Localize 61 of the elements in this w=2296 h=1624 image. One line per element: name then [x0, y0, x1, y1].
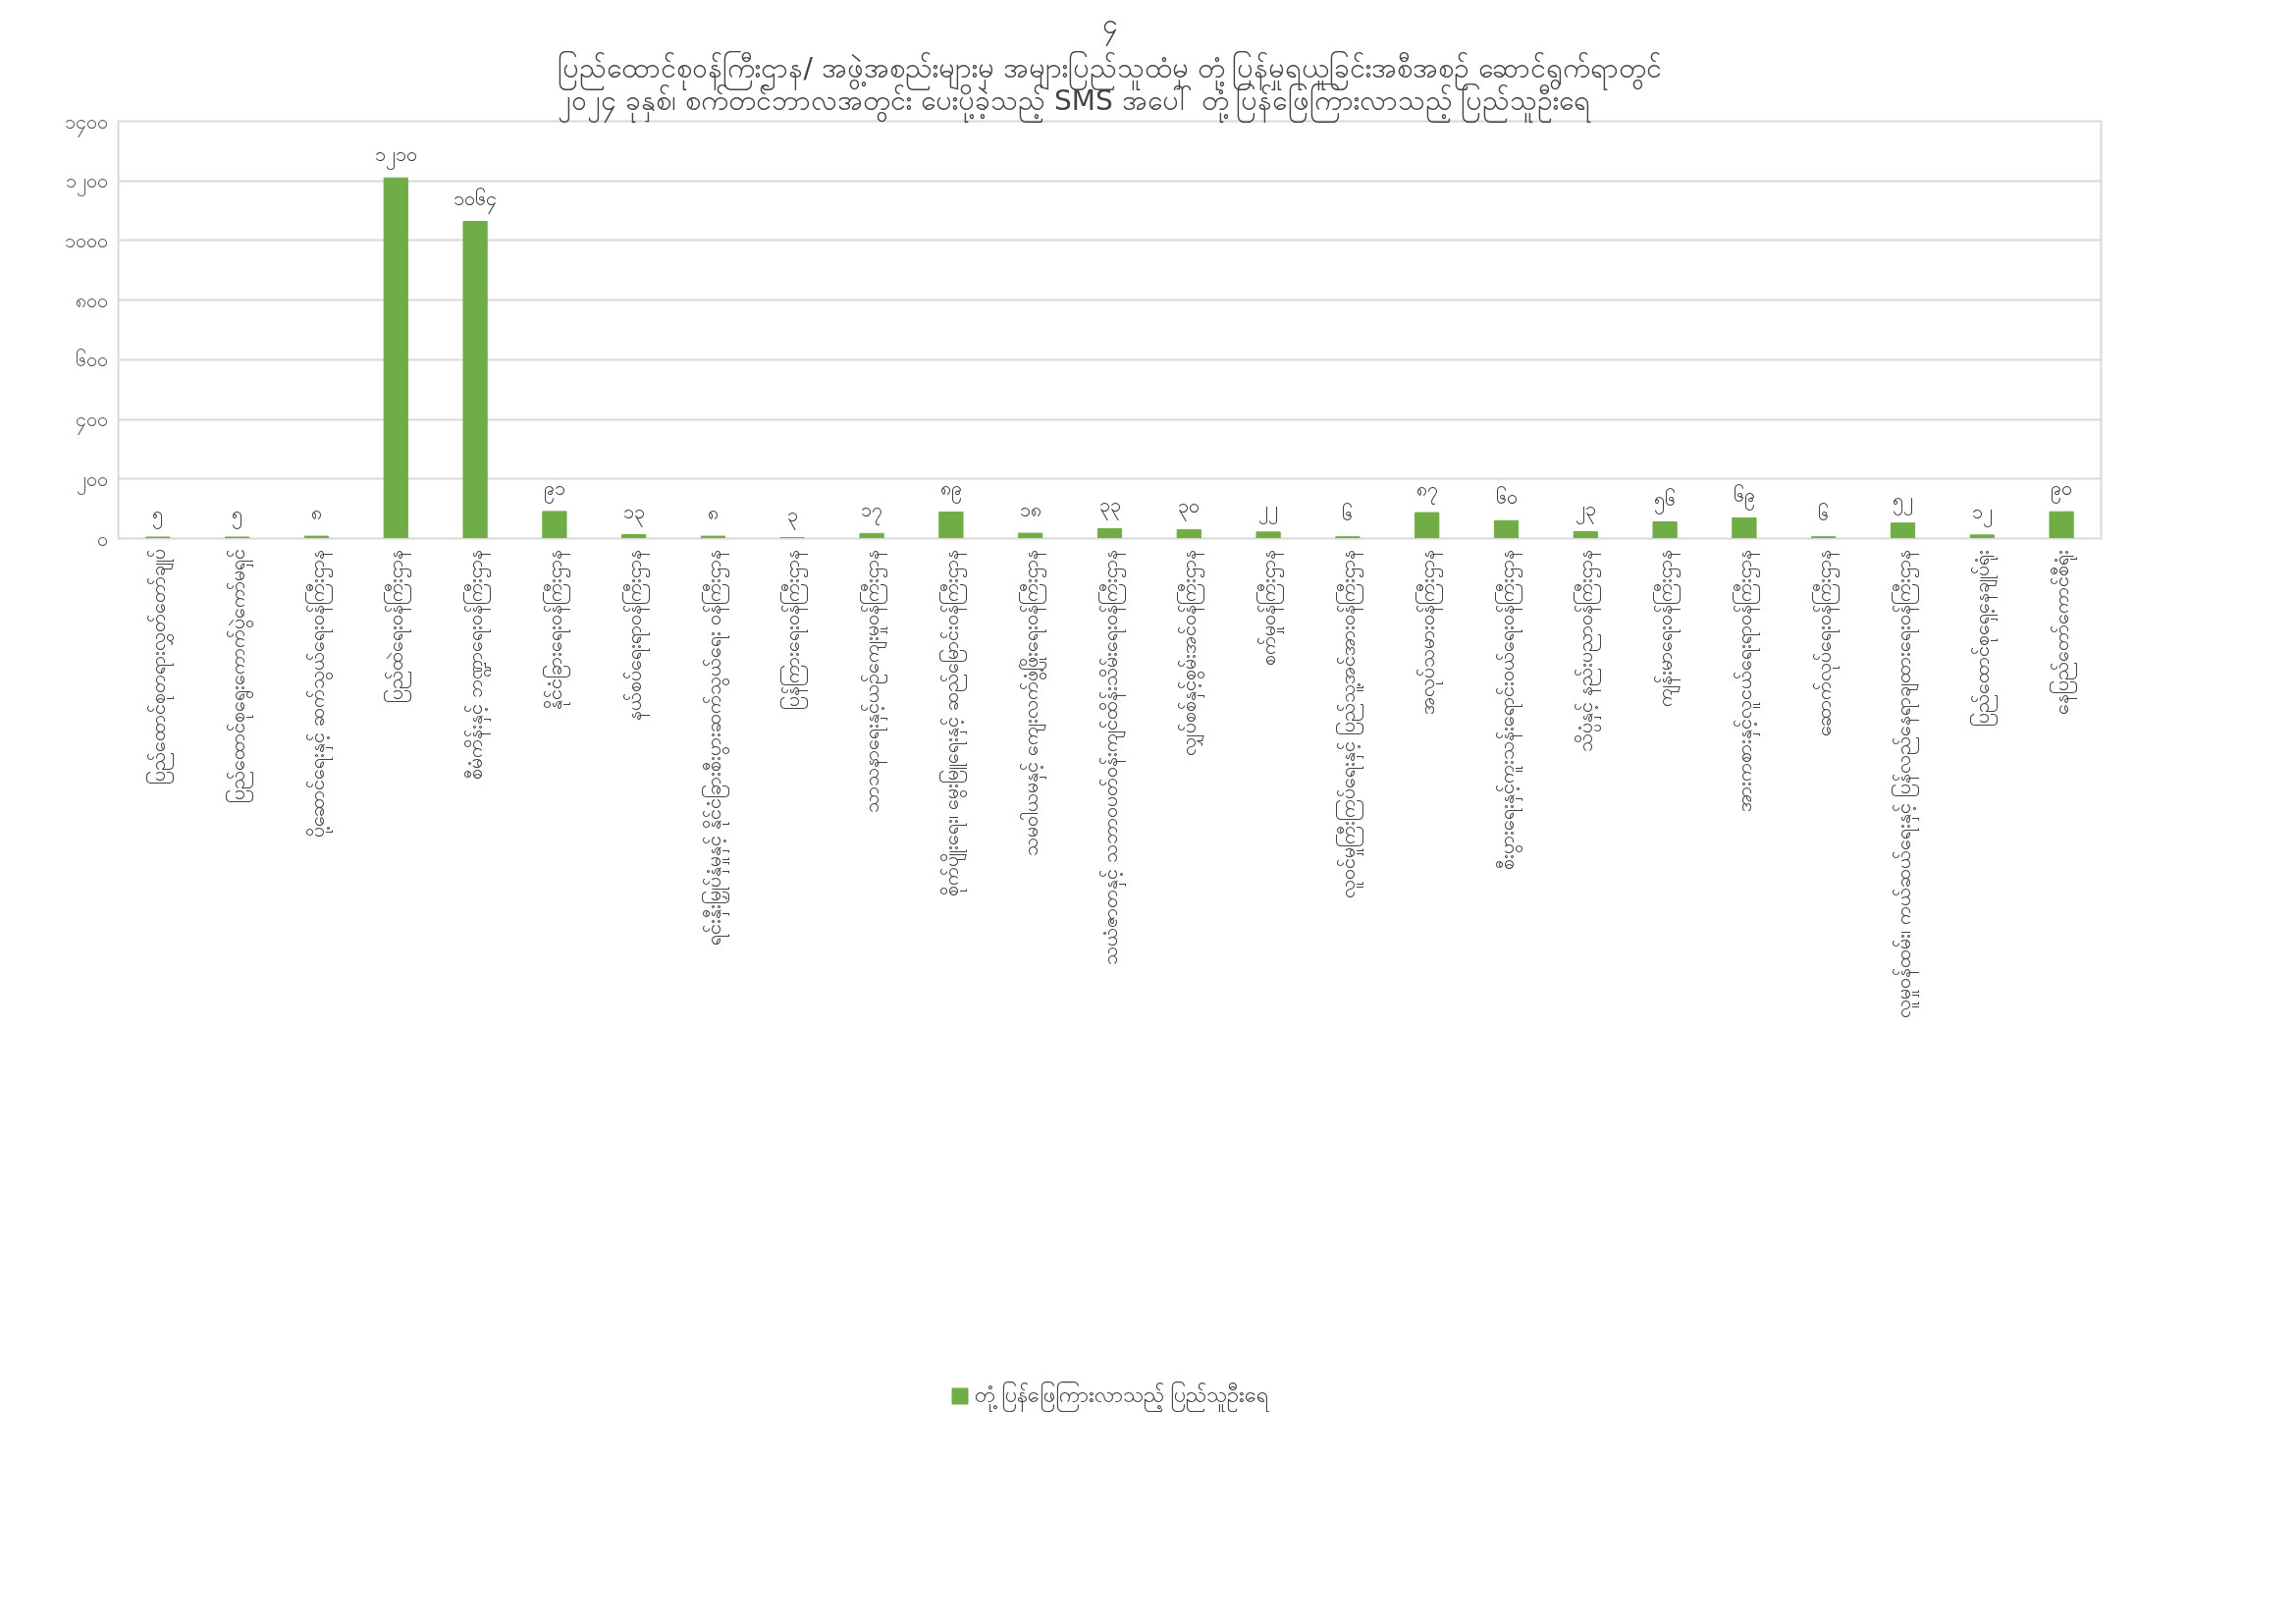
data-label: ၁၇: [861, 498, 883, 526]
data-label: ၁၂၁၀: [374, 142, 417, 171]
data-label: ၁၀၆၄: [454, 186, 498, 214]
data-label: ၈: [311, 501, 322, 525]
x-tick-label: ပြည်ထောင်စုတရားလွှတ်တော်ချုပ်: [145, 549, 174, 785]
text: ၄: [1101, 7, 1118, 46]
x-tick-label: သမဝါယမနှင့် ကျေးလက်ဖွံ့ဖြိုးရေးဝန်ကြီးဌာန: [1018, 549, 1046, 856]
x-tick-label: စီးပွားရေးနှင့်ကူးသန်းရောင်းဝယ်ရေးဝန်ကြီးဌာန: [1494, 549, 1522, 870]
x-tick-label: လူမှုဝန်ထမ်း၊ ကယ်ဆယ်ရေးနှင့် ပြန်လည်နေရာချထားရေးဝန်ကြီးဌာန: [1891, 549, 1919, 1019]
x-tick-label: ဆောက်လုပ်ရေးဝန်ကြီးဌာန: [1811, 549, 1840, 736]
data-label: ၈: [708, 501, 719, 525]
x-tick-label: စီမံကိန်းနှင့် ဘဏ္ဍာရေးဝန်ကြီးဌာန: [463, 549, 492, 780]
x-tick-label: ပို့ဆောင်ရေးနှင့် ဆက်သွယ်ရေးဝန်ကြီးဌာန: [304, 549, 333, 838]
x-tick-label: နိုင်ငံခြားရေးဝန်ကြီးဌာန: [542, 549, 570, 710]
data-label: ၆၉: [1733, 482, 1755, 511]
x-tick-label: ပြန်ကြားရေးဝန်ကြီးဌာန: [780, 549, 809, 710]
data-label: ၃၃: [1098, 493, 1121, 521]
data-label: ၅: [232, 501, 243, 529]
data-label: ၉၀: [2051, 476, 2073, 505]
data-label: ၁၃: [622, 499, 645, 527]
y-tick-label: ၆၀၀: [75, 348, 108, 372]
y-tick-label: ၁၀၀၀: [64, 228, 108, 252]
x-tick-label: စက်မှုဝန်ကြီးဌာန: [1256, 549, 1285, 666]
data-label: ၅၆: [1654, 486, 1677, 514]
data-label: ၆: [1342, 501, 1354, 525]
x-tick-label: နယ်စပ်ရေးရာဝန်ကြီးဌာန: [621, 549, 650, 721]
y-tick-label: ၂၀၀: [76, 466, 108, 495]
data-label: ၁၈: [1019, 498, 1041, 522]
x-tick-label: လျှပ်စစ်နှင့်စွမ်းအင်ဝန်ကြီးဌာန: [1177, 549, 1205, 756]
x-tick-label: အားကစားနှင့်လူငယ်ရေးရာဝန်ကြီးဌာန: [1732, 549, 1760, 812]
x-tick-label: ပြည်ထောင်စုရှေ့နေချုပ်ရုံး: [1970, 549, 1999, 727]
x-tick-label: လူဝင်မှုကြီးကြပ်ရေးနှင့် ပြည်သူ့အင်အားဝန်ကြီးဌာန: [1335, 549, 1363, 898]
data-label: ၉၁: [543, 475, 565, 504]
y-tick-label: ၄၀၀: [75, 407, 108, 436]
x-tick-label: သာသနာရေးနှင့်ယဉ်ကျေးမှုဝန်ကြီးဌာန: [860, 549, 888, 813]
x-tick-label: စိုက်ပျိုးရေး၊ မွေးမြူရေးနှင့် ဆည်မြောင်းဝန်ကြီးဌာန: [938, 549, 967, 897]
legend-label: တုံ့ပြန်ဖြေကြားလာသည့် ပြည်သူဦးရေ: [974, 1380, 1269, 1413]
y-tick-label: ၁၂၀၀: [65, 169, 108, 197]
data-label: ၈၉: [939, 476, 962, 505]
data-label: ၃: [786, 502, 798, 530]
data-label: ၂၂: [1258, 496, 1279, 524]
x-tick-label: ကျန်းမာရေးဝန်ကြီးဌာန: [1653, 549, 1682, 707]
y-tick-label: ၈၀၀: [75, 288, 108, 312]
data-label: ၆၀: [1495, 485, 1518, 510]
y-tick-label: ၁၄၀၀: [64, 109, 108, 137]
x-tick-label: ပြည်ထဲရေးဝန်ကြီးဌာန: [384, 549, 412, 703]
data-label: ၁၂: [1971, 499, 1993, 527]
chart-title: ပြည်ထောင်စုဝန်ကြီးဌာန/ အဖွဲ့အစည်းများမှ အများပြည်သူထံမှ တုံ့ပြန်မှုရယူခြင်းအစီအစဉ် ဆောင်ရွက်ရာတွင် ၂၀၂၄ ခုနှစ်၊ စက်တင်ဘာလအတွင်း ပေးပို့ခဲ့သည့် SMS အပေါ် တုံ့ပြန်ဖြေကြားလာသည့် ပြည်သူဦးရေ: [558, 49, 1662, 123]
x-tick-label: ရင်းနှီးမြှုပ်နှံမှုနှင့် နိုင်ငံခြားစီးပွားဆက်သွယ်ရေး ဝန်ကြီးဌာန: [701, 549, 729, 947]
y-tick-label: ၀: [96, 526, 108, 551]
data-label: ၈၇: [1415, 477, 1438, 506]
data-label: ၅: [152, 501, 164, 529]
x-tick-label: နေပြည်တော်ကောင်စီရုံး: [2050, 549, 2078, 715]
data-label: ၃၀: [1178, 494, 1201, 522]
x-tick-label: သယံဇာတနှင့် သဘာဝပတ်ဝန်းကျင်ထိန်းသိမ်းရေးဝန်ကြီးဌာန: [1097, 549, 1126, 965]
data-label: ၅၂: [1893, 487, 1913, 515]
data-label: ၆: [1818, 501, 1830, 525]
data-label: ၂၃: [1575, 496, 1596, 524]
x-tick-label: သိပ္ပံနှင့် နည်းပညာဝန်ကြီးဌာန: [1574, 549, 1602, 752]
x-tick-label: အလုပ်သမားဝန်ကြီးဌာန: [1415, 549, 1443, 715]
x-tick-label: ပြည်ထောင်စုရွေးကောက်ပွဲကော်မရှင်: [225, 549, 253, 804]
